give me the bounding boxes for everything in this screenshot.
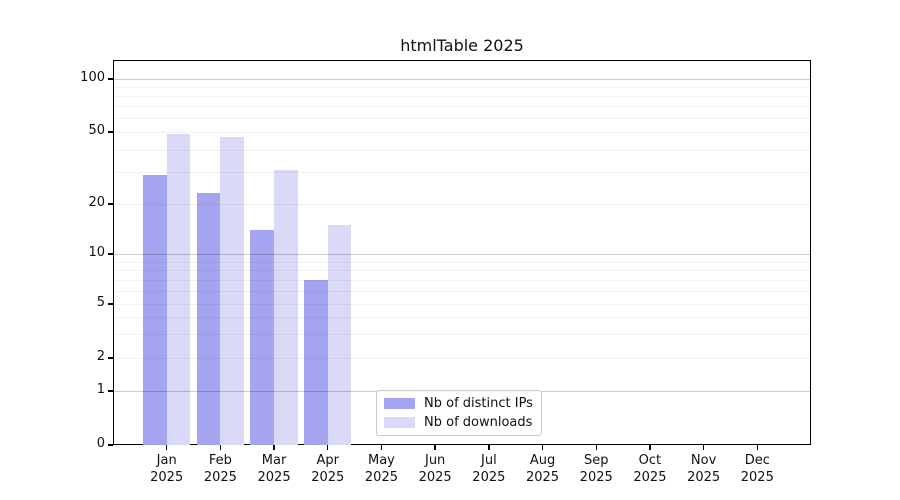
x-axis-tick [541, 445, 544, 450]
x-axis-tick-label: Oct 2025 [620, 452, 680, 486]
bar-distinct-ips [196, 193, 221, 445]
bar-downloads [166, 133, 191, 445]
y-axis-tick-label: 50 [88, 123, 105, 138]
y-axis-tick [108, 444, 113, 446]
bar-distinct-ips [143, 174, 167, 445]
bar-distinct-ips [304, 279, 328, 445]
gridline [114, 290, 810, 292]
x-axis-tick-label: Feb 2025 [190, 452, 250, 486]
y-axis-tick-label: 20 [88, 195, 105, 210]
y-axis-tick [108, 303, 113, 305]
x-axis-tick-label: Nov 2025 [674, 452, 734, 486]
gridline [114, 132, 810, 133]
x-axis-tick-year: 2025 [203, 470, 237, 485]
gridline [114, 87, 810, 89]
gridline [114, 279, 810, 281]
y-axis-tick-label: 0 [96, 436, 105, 451]
bar-downloads [327, 224, 352, 445]
y-axis-tick-label: 2 [96, 349, 105, 364]
legend-item-downloads: Nb of downloads [384, 415, 533, 430]
y-axis-tick [108, 390, 113, 392]
x-axis-tick-year: 2025 [150, 470, 184, 485]
gridline [114, 270, 810, 272]
legend-item-distinct-ips: Nb of distinct IPs [384, 396, 533, 411]
x-axis-tick-label: Jul 2025 [459, 452, 519, 486]
x-axis-tick [380, 445, 383, 450]
x-axis-tick-year: 2025 [687, 470, 721, 485]
legend: Nb of distinct IPs Nb of downloads [376, 390, 542, 436]
x-axis-tick-label: Jun 2025 [405, 452, 465, 486]
x-axis-tick-label: Aug 2025 [513, 452, 573, 486]
bar-downloads [274, 169, 298, 445]
y-axis-tick [108, 253, 113, 255]
x-axis-tick-label: Apr 2025 [298, 452, 358, 486]
x-axis-tick-year: 2025 [525, 470, 560, 485]
x-axis-tick [327, 445, 329, 450]
x-axis-tick [488, 445, 490, 450]
y-axis-tick [108, 203, 113, 205]
x-axis-tick [219, 445, 222, 450]
y-axis-tick-label: 100 [80, 70, 105, 85]
x-axis-tick-label: May 2025 [351, 452, 411, 486]
gridline [114, 106, 810, 108]
x-axis-tick-year: 2025 [364, 470, 398, 485]
legend-label: Nb of downloads [424, 415, 533, 430]
plot-area [113, 60, 811, 445]
bar-distinct-ips [250, 229, 275, 445]
gridline [114, 79, 810, 80]
gridline [114, 261, 810, 263]
x-axis-tick [702, 445, 705, 450]
gridline [114, 317, 810, 319]
gridline [114, 334, 810, 336]
legend-label: Nb of distinct IPs [424, 396, 533, 411]
y-axis-tick-label: 1 [96, 382, 105, 397]
x-axis-tick-label: Sep 2025 [566, 452, 626, 486]
x-axis-tick-year: 2025 [740, 470, 774, 485]
x-axis-tick-year: 2025 [472, 470, 506, 485]
gridline [114, 254, 810, 255]
x-axis-tick-year: 2025 [579, 470, 613, 485]
bar-downloads [220, 136, 244, 445]
x-axis-tick-year: 2025 [257, 470, 291, 485]
x-axis-tick [434, 445, 436, 450]
gridline [114, 118, 810, 120]
y-axis-tick-label: 5 [96, 295, 105, 310]
x-axis-tick-label: Mar 2025 [244, 452, 304, 486]
gridline [114, 358, 810, 359]
x-axis-tick [595, 445, 597, 450]
x-axis-tick [649, 445, 651, 450]
x-axis-tick-label: Dec 2025 [727, 452, 787, 486]
x-axis-tick [165, 445, 168, 450]
x-axis-tick-year: 2025 [311, 470, 345, 485]
chart-title: htmlTable 2025 [400, 36, 524, 55]
x-axis-tick-year: 2025 [418, 470, 452, 485]
x-axis-tick-label: Jan 2025 [137, 452, 197, 486]
y-axis-tick [108, 357, 113, 359]
x-axis-tick-year: 2025 [633, 470, 667, 485]
y-axis-tick [108, 131, 113, 133]
gridline [114, 304, 810, 305]
legend-swatch-downloads [384, 417, 415, 428]
x-axis-tick [273, 445, 275, 450]
gridline [114, 96, 810, 98]
gridline [114, 204, 810, 205]
gridline [114, 172, 810, 174]
legend-swatch-distinct-ips [384, 398, 415, 409]
x-axis-tick [756, 445, 758, 450]
y-axis-tick-label: 10 [88, 245, 105, 260]
y-axis-tick [108, 78, 113, 80]
gridline [114, 149, 810, 151]
